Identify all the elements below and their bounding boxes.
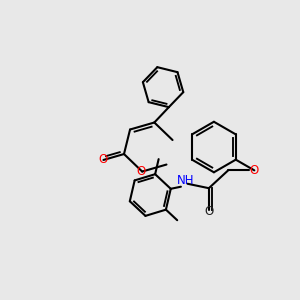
Text: O: O — [204, 205, 214, 218]
Text: O: O — [136, 165, 145, 178]
Text: NH: NH — [177, 174, 195, 187]
Text: O: O — [99, 154, 108, 166]
Text: O: O — [250, 164, 259, 177]
